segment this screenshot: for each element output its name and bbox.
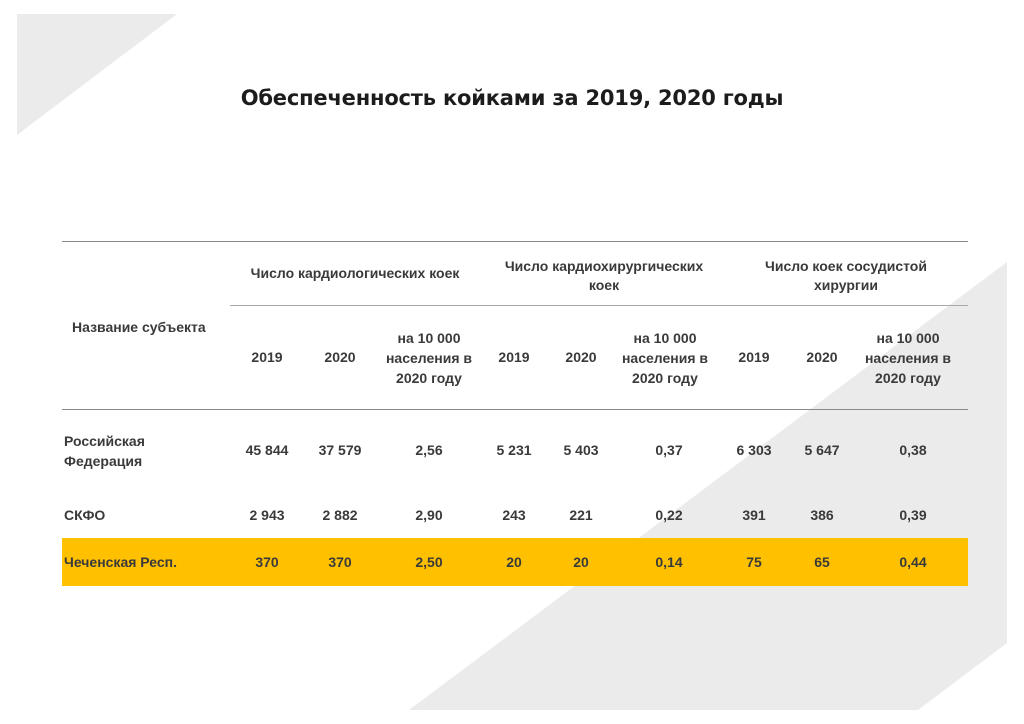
table-top-rule: [62, 241, 968, 242]
cell-vascular-2020: 386: [810, 507, 834, 523]
subheader-per-10000: на 10 000 населения в 2020 году: [386, 328, 472, 388]
subheader-line: на 10 000: [876, 330, 940, 346]
bottom-right-parallelogram: [409, 262, 1007, 710]
cell-vascular-2019: 6 303: [736, 442, 772, 458]
header-bottom-rule: [62, 409, 968, 410]
cell-vascular-per10k: 0,44: [899, 554, 927, 570]
group-header-line: хирургии: [814, 277, 878, 293]
cell-cardiosurg-per10k: 0,22: [655, 507, 683, 523]
page-title: Обеспеченность койками за 2019, 2020 год…: [240, 86, 784, 110]
cell-vascular-2019: 75: [746, 554, 762, 570]
subheader-per-10000: на 10 000 населения в 2020 году: [865, 328, 951, 388]
subheader-line: 2020 году: [632, 370, 698, 386]
row-name-line: Российская: [64, 433, 145, 449]
group-header-vascular-surgery: Число коек сосудистой хирургии: [765, 257, 927, 295]
cell-vascular-per10k: 0,39: [899, 507, 927, 523]
subheader-per-10000: на 10 000 населения в 2020 году: [622, 328, 708, 388]
cell-cardiosurg-2020: 5 403: [563, 442, 599, 458]
top-left-triangle: [17, 14, 177, 135]
cell-cardio-2019: 2 943: [249, 507, 285, 523]
cell-cardio-2020: 370: [328, 554, 352, 570]
subheader-2020: 2020: [806, 349, 838, 365]
cell-cardiosurg-2020: 20: [573, 554, 589, 570]
cell-cardiosurg-per10k: 0,14: [655, 554, 683, 570]
cell-cardiosurg-2019: 20: [506, 554, 522, 570]
subheader-line: населения в: [621, 350, 709, 366]
subheader-2019: 2019: [498, 349, 530, 365]
cell-cardio-per10k: 2,56: [415, 442, 443, 458]
group-header-cardiology: Число кардиологических коек: [251, 264, 460, 283]
cell-cardiosurg-2020: 221: [569, 507, 593, 523]
subheader-2020: 2020: [565, 349, 597, 365]
subheader-line: населения в: [385, 350, 473, 366]
row-name: Чеченская Респ.: [64, 554, 178, 570]
row-name: Российская Федерация: [64, 431, 145, 471]
group-header-divider: [230, 305, 968, 306]
cell-cardiosurg-per10k: 0,37: [655, 442, 683, 458]
cell-vascular-2020: 5 647: [804, 442, 840, 458]
group-header-line: Число коек сосудистой: [765, 258, 927, 274]
highlighted-row-background: [62, 538, 968, 586]
cell-cardio-2019: 370: [255, 554, 279, 570]
cell-vascular-2020: 65: [814, 554, 830, 570]
subheader-line: 2020 году: [875, 370, 941, 386]
cell-cardio-per10k: 2,90: [415, 507, 443, 523]
cell-cardio-2019: 45 844: [245, 442, 289, 458]
cell-cardio-per10k: 2,50: [415, 554, 443, 570]
column-header-subject-name: Название субъекта: [72, 319, 206, 335]
cell-cardiosurg-2019: 5 231: [496, 442, 532, 458]
subheader-2019: 2019: [738, 349, 770, 365]
cell-cardio-2020: 37 579: [318, 442, 362, 458]
subheader-line: на 10 000: [633, 330, 697, 346]
group-header-cardiosurgery: Число кардиохирургических коек: [505, 257, 703, 295]
subheader-line: населения в: [864, 350, 952, 366]
subheader-line: на 10 000: [397, 330, 461, 346]
subheader-2019: 2019: [251, 349, 283, 365]
row-name: СКФО: [64, 507, 106, 523]
group-header-line: Число кардиологических коек: [250, 265, 460, 281]
row-name-line: Федерация: [64, 453, 143, 469]
subheader-2020: 2020: [324, 349, 356, 365]
cell-vascular-2019: 391: [742, 507, 766, 523]
group-header-line: коек: [588, 277, 620, 293]
cell-cardiosurg-2019: 243: [502, 507, 526, 523]
group-header-line: Число кардиохирургических: [504, 258, 704, 274]
subheader-line: 2020 году: [396, 370, 462, 386]
cell-vascular-per10k: 0,38: [899, 442, 927, 458]
cell-cardio-2020: 2 882: [322, 507, 358, 523]
